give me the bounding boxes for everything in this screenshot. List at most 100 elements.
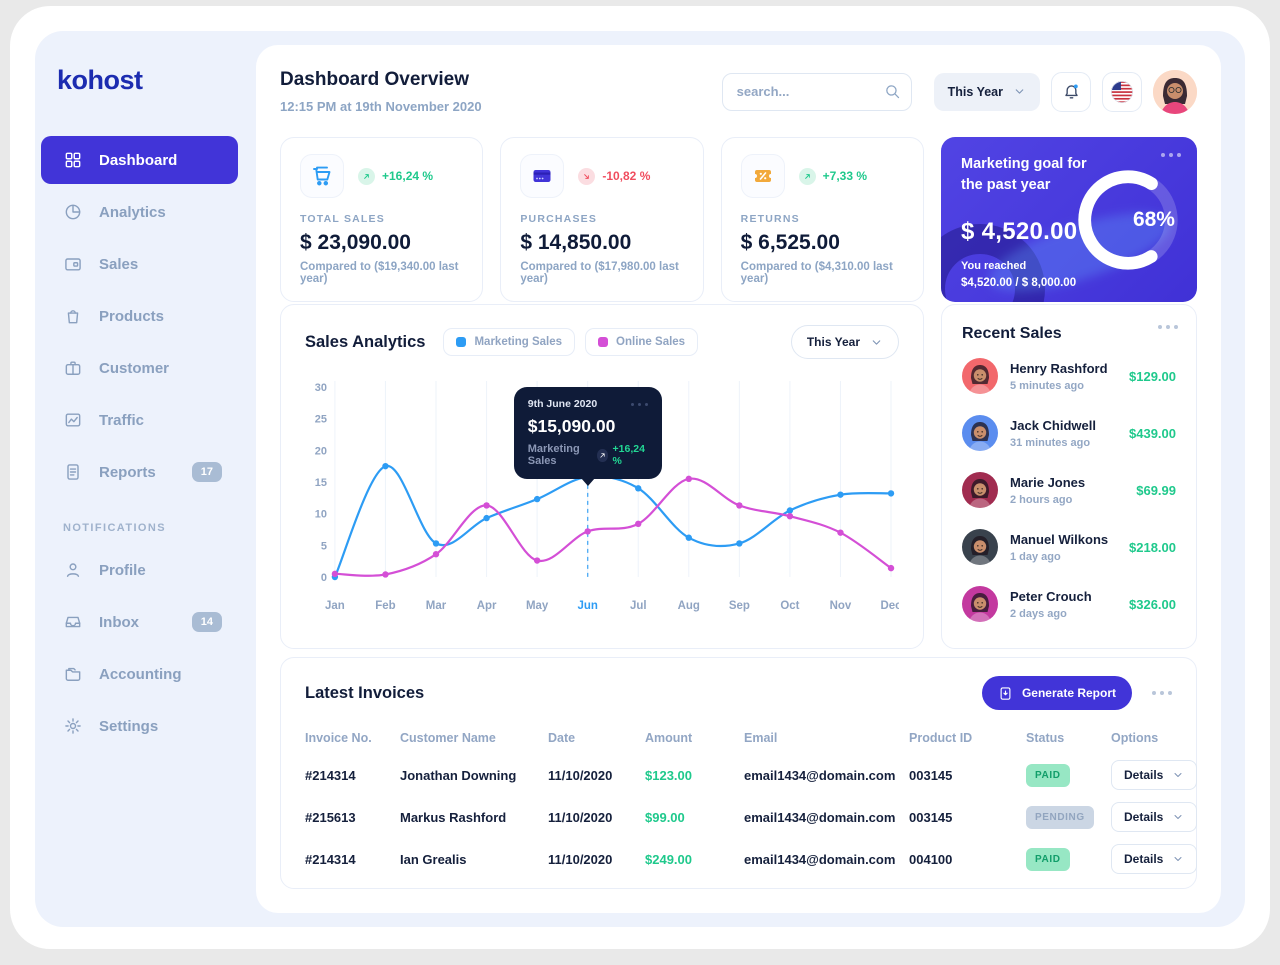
goal-percent: 68% — [1132, 207, 1175, 231]
sidebar-item-traffic[interactable]: Traffic — [41, 396, 238, 444]
invoice-product-id: 004100 — [909, 851, 953, 867]
chart-point — [685, 534, 692, 541]
sidebar-nav-secondary: Profile Inbox 14 Accounting Settings — [35, 546, 256, 750]
sidebar-item-customer[interactable]: Customer — [41, 344, 238, 392]
legend-swatch — [598, 337, 609, 347]
invoice-details-button[interactable]: Details — [1111, 760, 1198, 790]
chart-point — [483, 502, 490, 509]
app-panel: kohost Dashboard Analytics Sales Products Cu… — [35, 31, 1245, 927]
invoices-title: Latest Invoices — [305, 683, 425, 702]
chart-point — [432, 540, 440, 547]
recent-sale-row[interactable]: Marie Jones 2 hours ago $69.99 — [962, 466, 1176, 514]
generate-report-button[interactable]: Generate Report — [981, 676, 1132, 710]
invoice-email: email1434@domain.com — [744, 767, 896, 783]
customer-avatar — [962, 529, 998, 565]
recent-sale-row[interactable]: Manuel Wilkons 1 day ago $218.00 — [962, 523, 1176, 571]
chart-point — [533, 495, 541, 503]
report-download-icon — [1000, 686, 1011, 700]
column-header-product-id: Product ID — [909, 731, 973, 745]
middle-row: Sales Analytics Marketing Sales Online Sa… — [280, 304, 1197, 649]
customer-name: Henry Rashford — [1010, 360, 1108, 376]
sale-amount: $326.00 — [1129, 596, 1176, 612]
tooltip-date: 9th June 2020 — [527, 398, 598, 410]
sidebar-item-settings[interactable]: Settings — [41, 702, 238, 750]
invoice-details-button[interactable]: Details — [1111, 844, 1198, 874]
recent-sale-row[interactable]: Henry Rashford 5 minutes ago $129.00 — [962, 352, 1176, 400]
recent-sales-more-button[interactable] — [1158, 325, 1178, 329]
svg-text:Feb: Feb — [375, 600, 395, 612]
search-input[interactable] — [721, 72, 912, 111]
sale-time: 5 minutes ago — [1010, 379, 1084, 392]
sidebar-nav-main: Dashboard Analytics Sales Products Customer T… — [35, 136, 256, 496]
chevron-down-icon — [1174, 857, 1182, 861]
column-header-email: Email — [744, 731, 778, 745]
trend-delta: +16,24 % — [382, 169, 434, 183]
sidebar-item-label: Settings — [99, 717, 159, 735]
chart-point — [432, 551, 440, 558]
stat-value: $ 6,525.00 — [740, 231, 840, 254]
chart-point — [685, 475, 692, 483]
status-badge: PENDING — [1026, 805, 1094, 829]
sidebar-item-sales[interactable]: Sales — [41, 240, 238, 288]
legend-marketing-sales[interactable]: Marketing Sales — [443, 328, 576, 356]
brand-logo: kohost — [57, 65, 143, 95]
stat-card-returns: +7,33 % RETURNS $ 6,525.00 Compared to ($4,… — [720, 137, 924, 302]
shopping-bag-icon — [67, 310, 79, 324]
chart-point — [786, 513, 794, 520]
svg-text:5: 5 — [321, 540, 327, 552]
dashboard-grid-icon — [65, 152, 81, 168]
invoice-details-button[interactable]: Details — [1111, 802, 1198, 832]
svg-text:May: May — [526, 600, 549, 612]
invoice-customer: Ian Grealis — [400, 851, 467, 867]
trend-delta: -10,82 % — [602, 169, 651, 183]
chevron-down-icon — [872, 339, 881, 345]
sale-time: 31 minutes ago — [1010, 436, 1091, 449]
invoice-date: 11/10/2020 — [548, 767, 613, 783]
notifications-button[interactable] — [1051, 71, 1091, 112]
stat-icon-tile — [740, 154, 785, 198]
stat-card-purchases: -10,82 % PURCHASES $ 14,850.00 Compared to … — [500, 137, 704, 302]
sidebar-item-accounting[interactable]: Accounting — [41, 650, 238, 698]
customer-name: Jack Chidwell — [1010, 417, 1096, 433]
svg-text:0: 0 — [321, 572, 327, 584]
legend-swatch — [456, 337, 467, 347]
sidebar-item-inbox[interactable]: Inbox 14 — [41, 598, 238, 646]
svg-text:Mar: Mar — [426, 600, 447, 612]
sidebar-item-dashboard[interactable]: Dashboard — [41, 136, 238, 184]
sidebar-item-analytics[interactable]: Analytics — [41, 188, 238, 236]
sidebar-item-reports[interactable]: Reports 17 — [41, 448, 238, 496]
trend-chip: +7,33 % — [798, 167, 867, 185]
recent-sale-row[interactable]: Jack Chidwell 31 minutes ago $439.00 — [962, 409, 1176, 457]
sales-analytics-title: Sales Analytics — [305, 332, 426, 351]
sale-amount: $129.00 — [1129, 368, 1176, 384]
invoice-product-id: 003145 — [909, 767, 953, 783]
chevron-down-icon — [1174, 773, 1182, 777]
sale-amount: $439.00 — [1129, 425, 1176, 441]
user-avatar[interactable] — [1153, 69, 1197, 114]
header-period-dropdown[interactable]: This Year — [933, 72, 1040, 111]
invoice-row: #214314 Jonathan Downing 11/10/2020 $123.00… — [305, 754, 1198, 796]
stat-label: TOTAL SALES — [300, 213, 385, 225]
invoices-more-button[interactable] — [1152, 691, 1172, 695]
goal-reached-value: $4,520.00 / $ 8,000.00 — [960, 277, 1077, 290]
chart-period-dropdown[interactable]: This Year — [790, 325, 899, 359]
stat-label: RETURNS — [740, 213, 800, 225]
chart-point — [533, 557, 541, 564]
sidebar-item-label: Products — [99, 307, 165, 325]
legend-online-sales[interactable]: Online Sales — [585, 328, 699, 356]
invoice-product-id: 003145 — [909, 809, 953, 825]
column-header-status: Status — [1026, 731, 1065, 745]
sidebar-item-label: Sales — [99, 255, 139, 273]
tooltip-value: $15,090.00 — [527, 416, 616, 436]
sidebar-item-profile[interactable]: Profile — [41, 546, 238, 594]
column-header-date: Date — [548, 731, 576, 745]
goal-more-button[interactable] — [1160, 153, 1181, 157]
recent-sale-row[interactable]: Peter Crouch 2 days ago $326.00 — [962, 580, 1176, 628]
sidebar-item-products[interactable]: Products — [41, 292, 238, 340]
svg-text:Jul: Jul — [630, 600, 647, 612]
svg-text:20: 20 — [315, 445, 327, 457]
sidebar-item-label: Reports — [99, 463, 156, 481]
language-button[interactable] — [1102, 71, 1142, 112]
column-header-amount: Amount — [645, 731, 693, 745]
chart-point — [736, 502, 743, 509]
